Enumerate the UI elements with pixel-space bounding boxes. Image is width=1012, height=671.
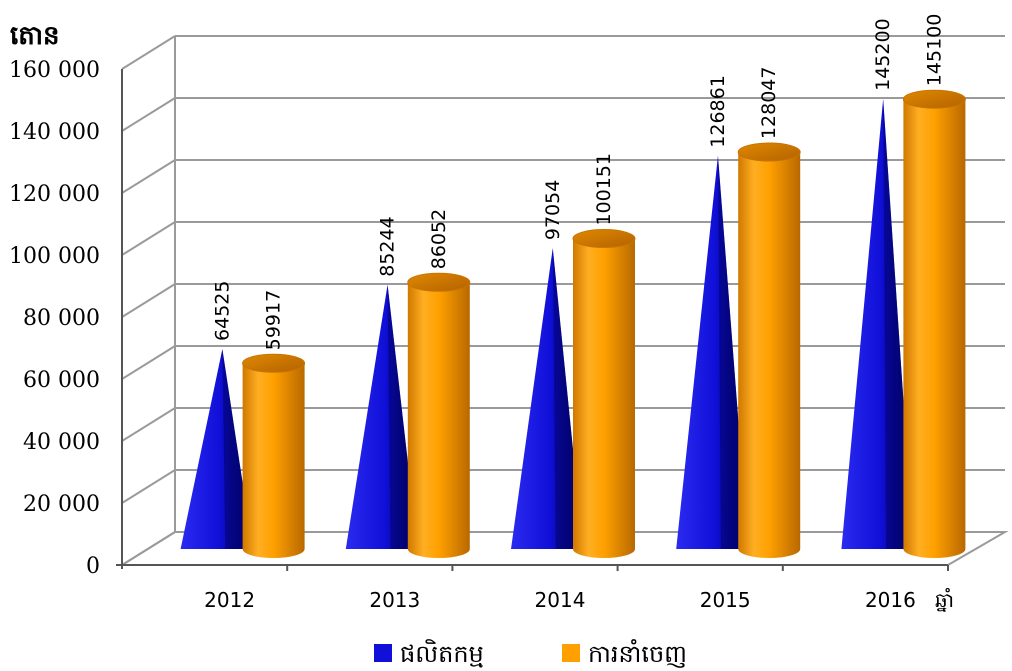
data-label: 145200 bbox=[872, 18, 894, 91]
data-label: 59917 bbox=[263, 290, 285, 350]
grid-layer: 0 20 000 40 000 60 000 80 000 100 000 120 000 1… bbox=[9, 35, 1009, 579]
x-tick-label: 2016 bbox=[865, 588, 916, 612]
gridline-side bbox=[121, 469, 176, 504]
gridline-side bbox=[121, 97, 176, 132]
bars-layer bbox=[180, 89, 966, 558]
bar-cylinder-cap bbox=[242, 353, 306, 373]
x-tick-label: 2014 bbox=[535, 588, 586, 612]
legend-swatch-export bbox=[562, 644, 580, 662]
legend-label-production: ផលិតកម្ម bbox=[400, 639, 484, 668]
data-label: 64525 bbox=[211, 281, 233, 341]
data-label: 100151 bbox=[593, 153, 615, 226]
y-tick-label: 20 000 bbox=[23, 492, 100, 517]
y-tick-label: 80 000 bbox=[23, 306, 100, 331]
y-tick-label: 40 000 bbox=[23, 430, 100, 455]
legend: ផលិតកម្ម ការនាំចេញ bbox=[374, 639, 687, 668]
y-tick-label: 100 000 bbox=[9, 244, 100, 269]
gridline-side bbox=[121, 345, 176, 380]
bar-cone-shade bbox=[222, 348, 253, 549]
gridline-side bbox=[121, 283, 176, 318]
bar-cylinder-cap bbox=[572, 229, 636, 249]
labels-layer: 2012 64525 59917 2013 85244 86052 2014 97054 100… bbox=[204, 14, 945, 612]
y-tick-label: 140 000 bbox=[9, 120, 100, 145]
data-label: 85244 bbox=[377, 216, 399, 276]
bar-cylinder bbox=[407, 282, 470, 558]
bar-cylinder-cap bbox=[407, 272, 471, 292]
axis-layer: តោន ឆ្នាំ bbox=[10, 21, 954, 612]
bar-cylinder bbox=[903, 99, 966, 558]
legend-swatch-production bbox=[374, 644, 392, 662]
x-tick-label: 2012 bbox=[204, 588, 255, 612]
gridline-side bbox=[121, 407, 176, 442]
gridline-side bbox=[121, 221, 176, 256]
gridline-side bbox=[121, 35, 176, 70]
x-axis-unit-label: ឆ្នាំ bbox=[935, 587, 954, 612]
x-tick-label: 2013 bbox=[369, 588, 420, 612]
data-label: 126861 bbox=[707, 75, 729, 148]
bar-cylinder-cap bbox=[902, 89, 966, 109]
bar-cylinder bbox=[573, 238, 635, 558]
legend-label-export: ការនាំចេញ bbox=[588, 639, 687, 668]
bar-cylinder bbox=[242, 363, 305, 558]
data-label: 128047 bbox=[758, 67, 780, 140]
data-label: 86052 bbox=[428, 209, 450, 269]
y-tick-label: 160 000 bbox=[9, 58, 100, 83]
y-tick-label: 60 000 bbox=[23, 368, 100, 393]
x-tick-label: 2015 bbox=[700, 588, 751, 612]
data-label: 97054 bbox=[542, 180, 564, 240]
y-axis-unit-label: តោន bbox=[10, 21, 60, 51]
gridline-side bbox=[121, 159, 176, 194]
y-tick-label: 0 bbox=[86, 554, 100, 579]
bar-cylinder-cap bbox=[737, 142, 801, 162]
y-tick-label: 120 000 bbox=[9, 182, 100, 207]
bar-cylinder bbox=[738, 152, 801, 558]
bar-cone-shade bbox=[883, 98, 914, 549]
data-label: 145100 bbox=[923, 14, 945, 87]
